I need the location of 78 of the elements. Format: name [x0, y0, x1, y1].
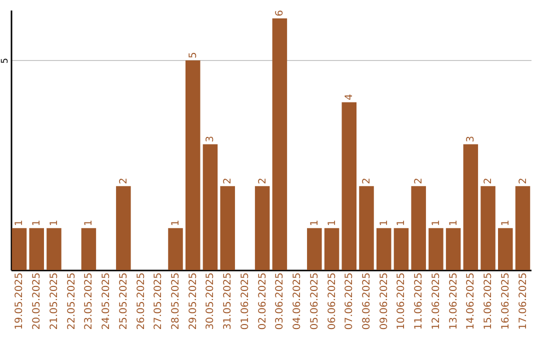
data-label: 1 — [378, 220, 390, 226]
bar — [220, 186, 235, 270]
bar — [498, 228, 513, 270]
data-label: 3 — [205, 136, 216, 142]
x-tick-label: 06.06.2025 — [326, 272, 338, 330]
data-label: 1 — [84, 220, 95, 226]
bar — [394, 228, 409, 270]
x-tick-label: 09.06.2025 — [378, 272, 390, 330]
x-tick-label: 22.05.2025 — [66, 272, 78, 330]
bar — [12, 228, 27, 270]
x-tick-label: 02.06.2025 — [257, 272, 268, 330]
bar — [411, 186, 426, 270]
x-tick-label: 10.06.2025 — [396, 272, 408, 330]
x-tick-label: 23.05.2025 — [84, 272, 95, 330]
x-tick-label: 11.06.2025 — [414, 272, 425, 330]
data-label: 1 — [430, 220, 442, 226]
bar — [324, 228, 340, 270]
data-label: 6 — [274, 10, 286, 16]
bar — [202, 144, 218, 270]
data-label: 5 — [188, 52, 199, 58]
x-tick-label: 21.05.2025 — [48, 272, 60, 330]
data-label: 1 — [14, 220, 26, 226]
x-tick-label: 17.06.2025 — [518, 272, 529, 330]
x-tick-label: 16.06.2025 — [500, 272, 512, 330]
bar — [342, 102, 357, 270]
x-tick-label: 30.05.2025 — [205, 272, 216, 330]
data-label: 2 — [222, 178, 234, 184]
data-label: 2 — [361, 178, 372, 184]
x-tick-label: 31.05.2025 — [222, 272, 234, 330]
data-label: 1 — [48, 220, 60, 226]
data-label: 1 — [309, 220, 320, 226]
bar — [272, 18, 288, 270]
x-tick-label: 20.05.2025 — [32, 272, 43, 330]
data-label: 1 — [326, 220, 338, 226]
bar — [116, 186, 131, 270]
data-label: 2 — [483, 178, 494, 184]
x-tick-label: 13.06.2025 — [448, 272, 460, 330]
x-tick-label: 03.06.2025 — [274, 272, 286, 330]
data-label: 1 — [32, 220, 43, 226]
x-tick-label: 07.06.2025 — [344, 272, 356, 330]
bar — [254, 186, 270, 270]
x-tick-label: 05.06.2025 — [309, 272, 320, 330]
x-tick-label: 04.06.2025 — [292, 272, 304, 330]
bar — [359, 186, 374, 270]
bar — [480, 186, 496, 270]
bar — [46, 228, 62, 270]
bar — [307, 228, 322, 270]
x-tick-label: 01.06.2025 — [240, 272, 251, 330]
data-label: 2 — [414, 178, 425, 184]
x-tick-label: 27.05.2025 — [153, 272, 164, 330]
x-tick-label: 12.06.2025 — [430, 272, 442, 330]
x-tick-label: 15.06.2025 — [483, 272, 494, 330]
bar — [168, 228, 183, 270]
data-label: 1 — [396, 220, 408, 226]
x-tick-label: 19.05.2025 — [14, 272, 26, 330]
bar — [29, 228, 44, 270]
data-label: 1 — [500, 220, 512, 226]
data-label: 2 — [257, 178, 268, 184]
bar — [81, 228, 96, 270]
bar — [515, 186, 530, 270]
x-tick-label: 29.05.2025 — [188, 272, 199, 330]
data-label: 2 — [118, 178, 130, 184]
data-label: 3 — [466, 136, 477, 142]
x-tick-label: 14.06.2025 — [466, 272, 477, 330]
x-tick-label: 24.05.2025 — [101, 272, 112, 330]
x-tick-label: 26.05.2025 — [136, 272, 147, 330]
x-tick-label: 08.06.2025 — [361, 272, 372, 330]
bar — [185, 60, 200, 270]
bar — [376, 228, 392, 270]
bar — [428, 228, 444, 270]
data-label: 1 — [448, 220, 460, 226]
bar — [446, 228, 461, 270]
x-tick-label: 28.05.2025 — [170, 272, 182, 330]
x-tick-label: 25.05.2025 — [118, 272, 130, 330]
data-label: 4 — [344, 94, 356, 100]
bar — [463, 144, 478, 270]
data-label: 2 — [518, 178, 529, 184]
data-label: 1 — [170, 220, 182, 226]
